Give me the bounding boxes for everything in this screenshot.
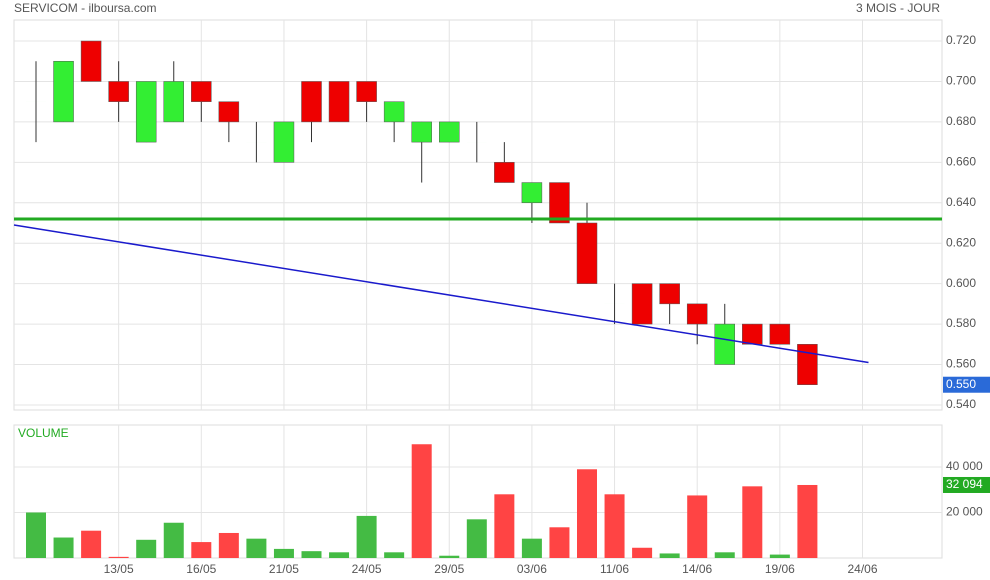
volume-bar [769, 554, 790, 558]
volume-bar [797, 484, 818, 558]
candle-body [356, 81, 377, 102]
y-tick-label: 0.720 [946, 33, 976, 47]
volume-bar [356, 515, 377, 558]
candle-body [549, 182, 570, 224]
chart-subtitle: 3 MOIS - JOUR [856, 1, 940, 15]
candle-body [576, 222, 598, 284]
volume-bar [81, 530, 102, 558]
volume-bar [687, 495, 708, 558]
chart-title: SERVICOM - ilboursa.com [14, 1, 156, 15]
x-tick-label: 21/05 [269, 562, 299, 576]
volume-bar [301, 551, 322, 558]
volume-bar [163, 522, 184, 558]
volume-bar [329, 552, 350, 558]
x-tick-label: 11/06 [600, 562, 629, 576]
candle-body [273, 121, 295, 163]
candle-body [135, 81, 157, 143]
candle-body [108, 81, 129, 102]
y-tick-label: 0.560 [946, 357, 976, 371]
candle-body [494, 162, 515, 183]
y-tick-label: 0.580 [946, 316, 976, 330]
volume-bar [549, 527, 570, 558]
x-tick-label: 16/05 [186, 562, 216, 576]
candle-body [686, 303, 708, 325]
candle-body [411, 121, 432, 143]
candle-body [714, 323, 735, 365]
volume-bar [246, 538, 267, 558]
volume-bar [26, 512, 46, 558]
candle-body [163, 81, 184, 123]
volume-bar [108, 556, 129, 558]
volume-bar [466, 519, 487, 558]
volume-bar [742, 486, 763, 558]
volume-bar [604, 494, 625, 558]
last-volume-box [943, 476, 990, 493]
volume-bar [494, 494, 515, 558]
y-tick-label: 0.680 [946, 114, 976, 128]
y-tick-label: 0.660 [946, 155, 976, 169]
volume-bar [411, 444, 432, 558]
trend-line [13, 224, 869, 364]
y-tick-label: 0.700 [946, 74, 976, 88]
last-price-label: 0.550 [946, 377, 976, 391]
volume-bar [53, 537, 74, 558]
candle-body [301, 81, 322, 123]
x-tick-label: 13/05 [104, 562, 134, 576]
candle-body [797, 344, 818, 385]
x-tick-label: 24/05 [352, 562, 382, 576]
volume-title: VOLUME [18, 426, 69, 440]
volume-bar [191, 542, 212, 558]
y-tick-label: 0.620 [946, 235, 976, 249]
candle-body [191, 81, 212, 102]
last-volume-label: 32 094 [946, 477, 983, 491]
y-tick-label: 40 000 [946, 459, 983, 473]
volume-bar [577, 469, 597, 558]
x-tick-label: 29/05 [434, 562, 464, 576]
candle-body [383, 101, 405, 123]
candle-body [769, 323, 791, 345]
volume-bar [218, 532, 239, 558]
candle-body [659, 283, 680, 305]
candle-body [80, 40, 102, 82]
candle-body [742, 323, 763, 345]
y-tick-label: 20 000 [946, 505, 983, 519]
volume-bar [273, 548, 294, 558]
volume-bar [439, 555, 460, 558]
candle-body [521, 182, 543, 204]
y-tick-label: 0.640 [946, 195, 976, 209]
candle-body [53, 60, 74, 123]
volume-bar [714, 552, 735, 558]
volume-bar [521, 538, 542, 558]
x-tick-label: 19/06 [765, 562, 795, 576]
candle-body [328, 81, 350, 123]
candle-body [631, 283, 653, 325]
x-tick-label: 03/06 [517, 562, 547, 576]
y-tick-label: 0.600 [946, 276, 976, 290]
x-tick-label: 24/06 [847, 562, 877, 576]
x-tick-label: 14/06 [682, 562, 712, 576]
volume-bar [384, 552, 405, 558]
last-price-box [943, 376, 990, 393]
volume-bar [136, 539, 157, 558]
volume-bar [659, 553, 680, 558]
candle-body [218, 101, 240, 123]
volume-bar [632, 547, 653, 558]
price-frame [13, 19, 943, 411]
y-tick-label: 0.540 [946, 397, 976, 411]
candle-body [439, 121, 460, 143]
